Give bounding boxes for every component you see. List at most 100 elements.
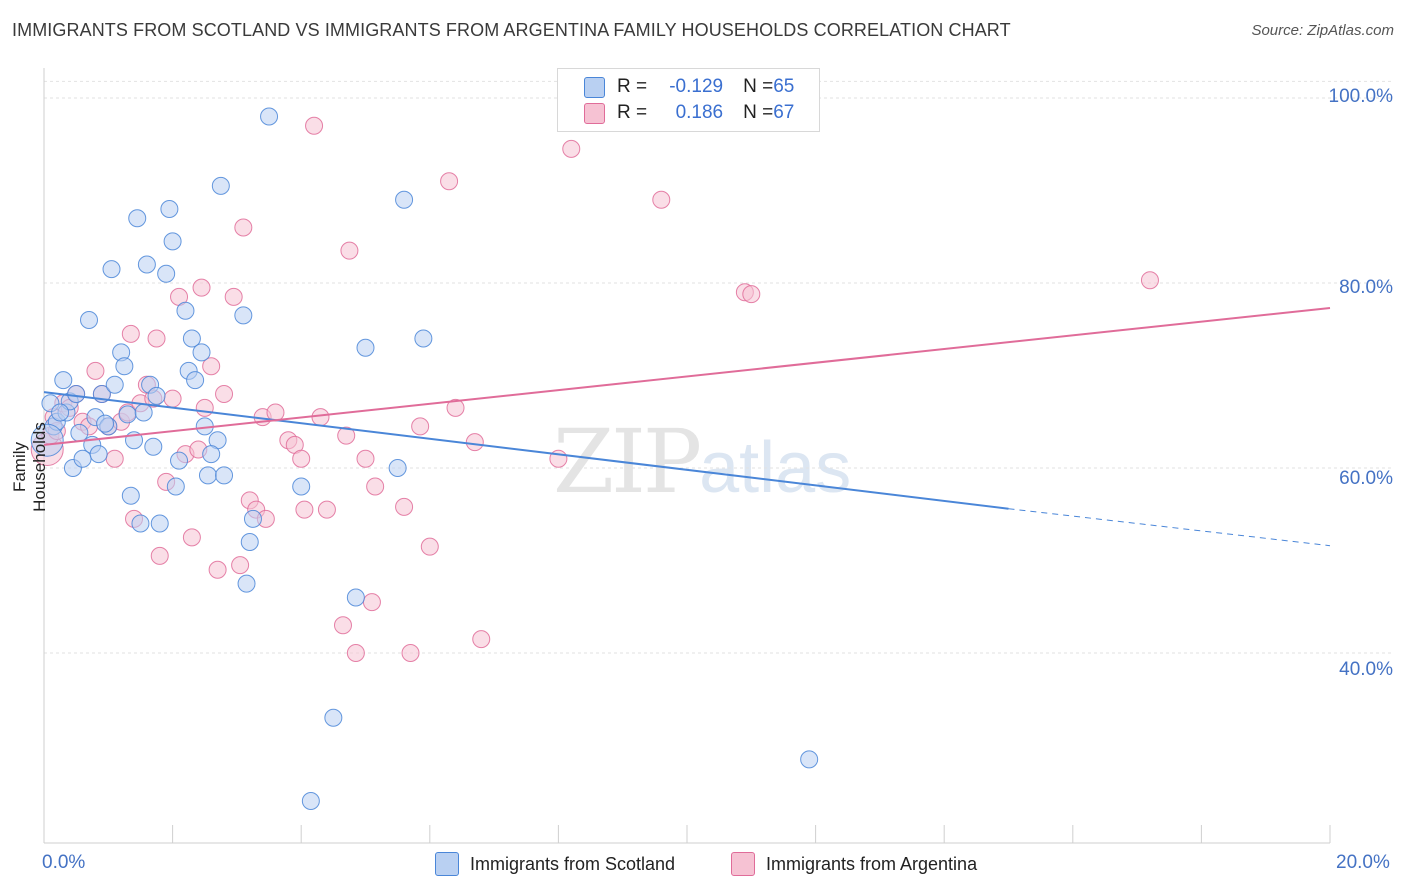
argentina-point-56: [401, 644, 420, 662]
scotland-point-52: [324, 708, 343, 727]
scotland-point-63: [134, 403, 153, 422]
scotland-point-39: [192, 343, 211, 362]
scotland-point-10: [80, 311, 99, 329]
scotland-point-16: [102, 260, 121, 279]
legend-item-argentina: Immigrants from Argentina: [731, 852, 977, 876]
y-tick-label-80: 80.0%: [1339, 277, 1393, 298]
scotland-point-13: [89, 445, 108, 464]
scotland-point-61: [51, 403, 70, 422]
argentina-point-9: [86, 361, 105, 380]
argentina-point-45: [305, 116, 324, 135]
scotland-point-43: [211, 176, 230, 195]
scotland-point-23: [128, 209, 147, 228]
trend-lines: [43, 306, 1331, 547]
argentina-point-30: [202, 357, 221, 376]
argentina-point-68: [1140, 271, 1159, 290]
argentina-point-20: [147, 329, 166, 348]
argentina-point-53: [362, 593, 381, 612]
argentina-point-33: [224, 287, 243, 306]
argentina-point-54: [366, 477, 385, 496]
trend-line-argentina: [43, 306, 1331, 446]
scotland-point-59: [800, 750, 819, 769]
scotland-point-51: [301, 792, 320, 810]
argentina-point-32: [215, 385, 234, 403]
argentina-point-48: [333, 616, 352, 635]
scotland-point-35: [176, 301, 195, 320]
scotland-swatch: [584, 76, 605, 98]
argentina-point-26: [182, 528, 201, 547]
series-argentina-points: [30, 116, 1159, 662]
scotland-point-37: [182, 329, 201, 348]
y-tick-label-40: 40.0%: [1339, 659, 1393, 680]
argentina-point-60: [446, 398, 465, 417]
scotland-point-41: [198, 466, 217, 485]
scotland-point-30: [157, 264, 176, 283]
scotland-point-54: [356, 338, 375, 357]
scotland-point-20: [118, 405, 137, 424]
argentina-n-label: N =: [743, 102, 774, 123]
scotland-n-label: N =: [743, 76, 774, 97]
legend-scotland-swatch: [435, 852, 459, 876]
argentina-r-label: R =: [617, 102, 648, 123]
argentina-point-49: [337, 426, 356, 445]
argentina-point-51: [346, 644, 365, 662]
scotland-point-19: [115, 357, 134, 376]
scotland-point-62: [96, 414, 115, 433]
watermark-zip: ZIP: [553, 410, 702, 513]
scotland-point-53: [346, 588, 365, 607]
y-tick-label-100: 100.0%: [1328, 86, 1393, 107]
scotland-point-31: [160, 200, 179, 218]
scotland-point-32: [163, 232, 182, 251]
argentina-point-29: [195, 398, 214, 417]
scotland-point-56: [395, 190, 414, 209]
argentina-point-46: [311, 408, 330, 427]
legend-scotland-label: Immigrants from Scotland: [470, 853, 676, 874]
scotland-point-21: [121, 486, 140, 505]
argentina-r-value: 0.186: [675, 102, 724, 123]
scotland-point-64: [202, 445, 221, 464]
argentina-point-47: [317, 500, 336, 519]
trend-line-scotland: [43, 391, 1009, 510]
argentina-point-64: [562, 139, 581, 158]
scotland-point-25: [137, 255, 156, 274]
series-scotland-points: [30, 89, 819, 810]
scotland-point-24: [131, 514, 150, 533]
x-tick-label-min: 0.0%: [42, 852, 86, 873]
x-tick-label-max: 20.0%: [1336, 852, 1390, 873]
argentina-point-35: [234, 218, 253, 237]
scotland-point-29: [150, 514, 169, 533]
scotland-point-8: [70, 423, 89, 442]
argentina-point-21: [150, 546, 169, 565]
scotland-point-38: [186, 371, 205, 390]
scotland-point-49: [260, 107, 279, 126]
argentina-point-67: [742, 285, 761, 304]
scotland-point-55: [388, 459, 407, 477]
stats-legend: R = -0.129 N = 65 R = 0.186 N = 67: [557, 68, 820, 132]
argentina-point-34: [231, 556, 250, 575]
legend-row-scotland: R = -0.129 N = 65: [584, 75, 794, 99]
scotland-point-60: [30, 423, 64, 457]
argentina-point-50: [340, 241, 359, 260]
scotland-point-3: [54, 371, 73, 390]
argentina-point-61: [465, 433, 484, 452]
scotland-point-47: [240, 533, 259, 551]
scotland-point-45: [234, 306, 253, 325]
argentina-point-58: [420, 537, 439, 556]
scotland-point-17: [105, 375, 124, 394]
argentina-point-59: [440, 172, 459, 191]
legend-item-scotland: Immigrants from Scotland: [435, 852, 675, 876]
argentina-point-52: [356, 449, 375, 468]
scotland-point-44: [215, 466, 234, 485]
axes: [43, 68, 1331, 844]
legend-argentina-label: Immigrants from Argentina: [766, 853, 978, 874]
argentina-point-12: [105, 449, 124, 468]
argentina-point-31: [208, 560, 227, 579]
argentina-point-65: [652, 190, 671, 209]
argentina-point-23: [163, 389, 182, 408]
argentina-point-15: [121, 324, 140, 343]
y-axis-title: Family Households: [10, 422, 49, 512]
scotland-point-27: [144, 437, 163, 456]
legend-argentina-swatch: [731, 852, 755, 876]
scotland-point-7: [67, 385, 86, 403]
